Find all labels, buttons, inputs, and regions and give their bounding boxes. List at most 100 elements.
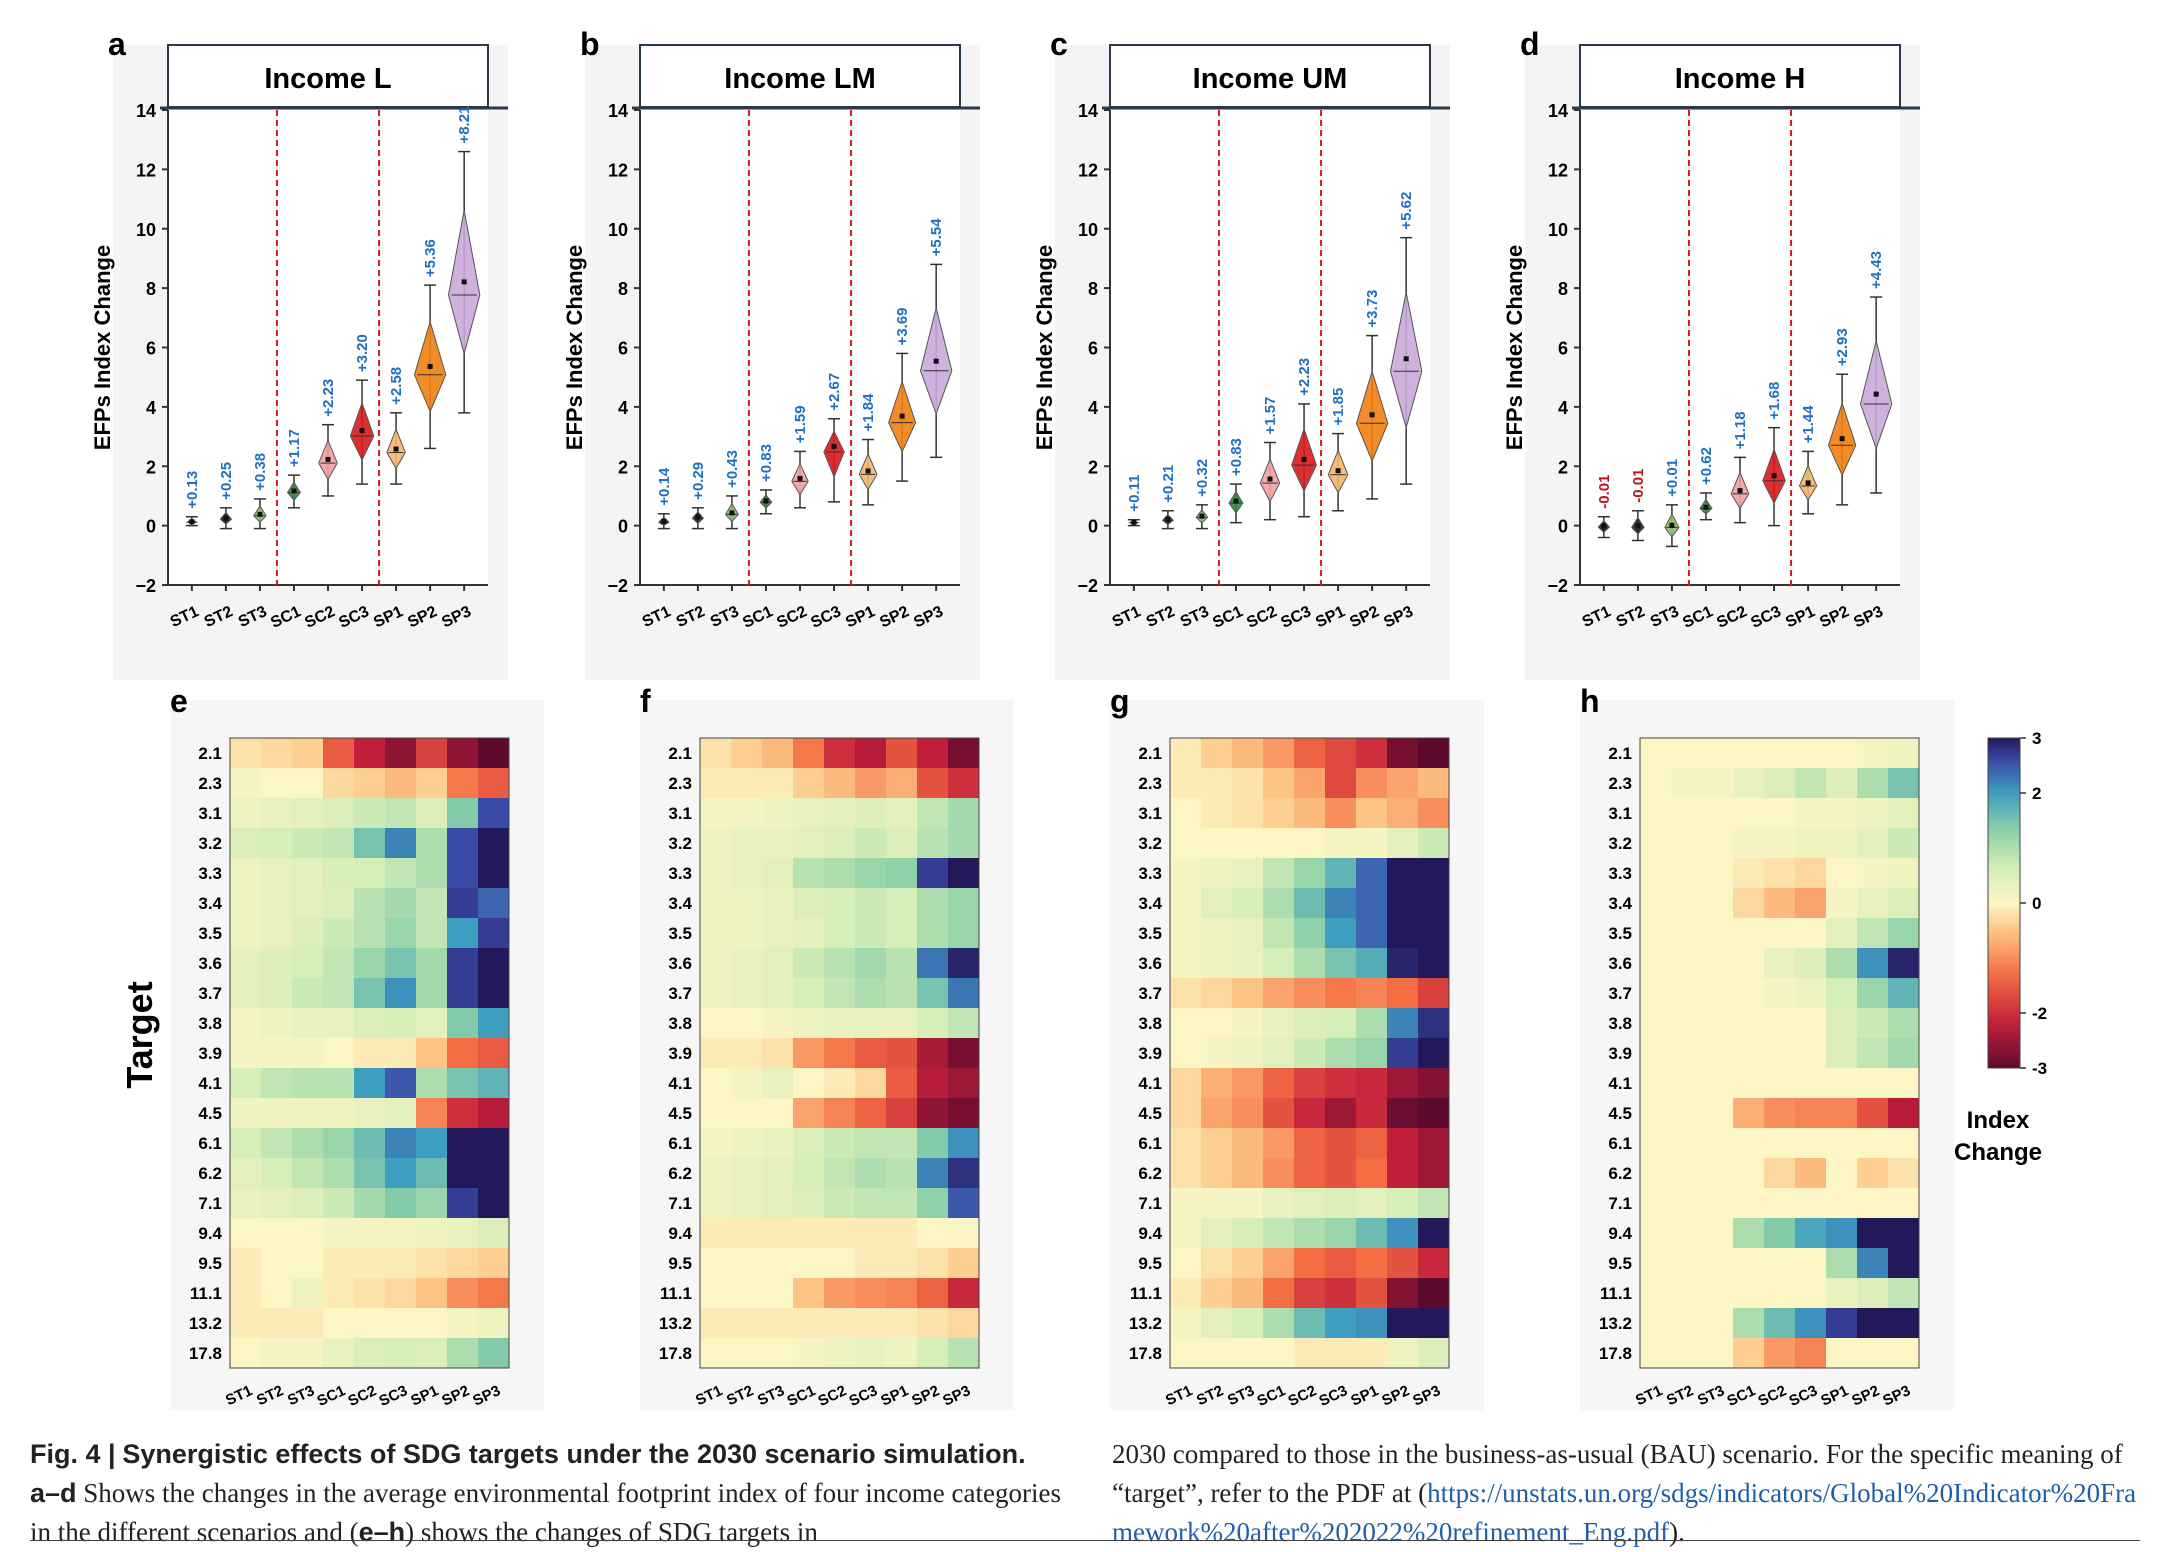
- heatmap-cell: [1418, 1248, 1449, 1278]
- caption-fig-title: Synergistic effects of SDG targets under…: [122, 1439, 1026, 1469]
- heatmap-cell: [1857, 948, 1888, 978]
- mean-marker: [393, 446, 399, 452]
- heatmap-cell: [354, 858, 385, 888]
- heatmap-cell: [886, 1098, 917, 1128]
- heatmap-cell: [855, 978, 886, 1008]
- data-label: +1.85: [1330, 388, 1347, 426]
- heatmap-cell: [447, 1338, 478, 1368]
- panel-letter: d: [1520, 26, 1540, 62]
- heatmap-cell: [447, 978, 478, 1008]
- mean-marker: [1233, 498, 1239, 504]
- heatmap-cell: [447, 828, 478, 858]
- heatmap-cell: [948, 918, 979, 948]
- heatmap-cell: [700, 918, 731, 948]
- heatmap-cell: [731, 1128, 762, 1158]
- heatmap-cell: [917, 858, 948, 888]
- heatmap-cell: [1325, 1158, 1356, 1188]
- heatmap-cell: [447, 1188, 478, 1218]
- heatmap-cell: [1325, 1248, 1356, 1278]
- mean-marker: [1839, 436, 1845, 442]
- heatmap-cell: [793, 738, 824, 768]
- heatmap-cell: [1640, 1308, 1671, 1338]
- heatmap-cell: [1671, 1008, 1702, 1038]
- heatmap-cell: [292, 1188, 323, 1218]
- heatmap-cell: [1201, 1248, 1232, 1278]
- heatmap-cell: [1857, 1128, 1888, 1158]
- heatmap-cell: [1263, 978, 1294, 1008]
- heatmap-cell: [1888, 1308, 1919, 1338]
- heatmap-cell: [731, 828, 762, 858]
- heatmap-cell: [1826, 1158, 1857, 1188]
- heatmap-cell: [447, 1068, 478, 1098]
- mean-marker: [763, 498, 769, 504]
- heatmap-cell: [1857, 828, 1888, 858]
- heatmap-cell: [1294, 888, 1325, 918]
- row-label: 3.1: [668, 804, 692, 823]
- mean-marker: [325, 456, 331, 462]
- bottom-rule: [30, 1540, 2140, 1541]
- heatmap-cell: [886, 888, 917, 918]
- heatmap-cell: [793, 1278, 824, 1308]
- heatmap-cell: [1671, 888, 1702, 918]
- heatmap-cell: [354, 1098, 385, 1128]
- heatmap-cell: [385, 918, 416, 948]
- heatmap-cell: [1263, 1308, 1294, 1338]
- heatmap-cell: [354, 828, 385, 858]
- heatmap-cell: [917, 1008, 948, 1038]
- row-label: 2.3: [668, 774, 692, 793]
- heatmap-cell: [1325, 1068, 1356, 1098]
- heatmap-cell: [731, 1308, 762, 1338]
- heatmap-cell: [886, 1308, 917, 1338]
- heatmap-cell: [1764, 918, 1795, 948]
- heatmap-cell: [793, 1158, 824, 1188]
- heatmap-cell: [824, 1218, 855, 1248]
- heatmap-cell: [1294, 1218, 1325, 1248]
- caption-url-link[interactable]: https://unstats.un.org/sdgs/indicators/G…: [1112, 1478, 2137, 1547]
- plot-area: [168, 110, 488, 585]
- heatmap-cell: [855, 1338, 886, 1368]
- heatmap-cell: [1764, 1218, 1795, 1248]
- row-label: 3.6: [668, 954, 692, 973]
- row-label: 4.1: [1608, 1074, 1632, 1093]
- row-label: 11.1: [1600, 1284, 1632, 1303]
- heatmap-cell: [855, 1098, 886, 1128]
- heatmap-cell: [292, 1128, 323, 1158]
- heatmap-cell: [1232, 828, 1263, 858]
- row-label: 3.8: [1608, 1014, 1632, 1033]
- heatmap-cell: [1170, 1158, 1201, 1188]
- caption-eh: e–h: [358, 1517, 406, 1547]
- heatmap-cell: [1201, 888, 1232, 918]
- heatmap-cell: [323, 978, 354, 1008]
- mean-marker: [291, 488, 297, 494]
- heatmap-cell: [385, 888, 416, 918]
- heatmap-cell: [762, 1008, 793, 1038]
- mean-marker: [1369, 412, 1375, 418]
- heatmap-cell: [948, 768, 979, 798]
- heatmap-cell: [1201, 1038, 1232, 1068]
- y-tick-label: 8: [1558, 279, 1568, 299]
- violin-panel-b: b Income LM −2 0 2 4 6 8 10 12 14 EFPs Index Change…: [562, 26, 980, 680]
- mean-marker: [1601, 523, 1607, 529]
- heatmap-cell: [793, 1038, 824, 1068]
- heatmap-cell: [1857, 1308, 1888, 1338]
- heatmap-cell: [886, 768, 917, 798]
- heatmap-cell: [416, 1248, 447, 1278]
- heatmap-cell: [323, 1038, 354, 1068]
- heatmap-cell: [1640, 858, 1671, 888]
- heatmap-cell: [1325, 828, 1356, 858]
- data-label: +3.73: [1364, 290, 1381, 328]
- heatmap-cell: [1888, 888, 1919, 918]
- heatmap-cell: [1888, 1038, 1919, 1068]
- heatmap-cell: [793, 918, 824, 948]
- heatmap-cell: [1795, 1308, 1826, 1338]
- heatmap-cell: [230, 1008, 261, 1038]
- heatmap-cell: [1826, 1338, 1857, 1368]
- heatmap-cell: [793, 1008, 824, 1038]
- plot-area: [640, 110, 960, 585]
- panel-title: Income L: [264, 63, 391, 95]
- heatmap-cell: [1888, 1128, 1919, 1158]
- row-label: 3.4: [668, 894, 692, 913]
- heatmap-cell: [1170, 828, 1201, 858]
- heatmap-cell: [478, 858, 509, 888]
